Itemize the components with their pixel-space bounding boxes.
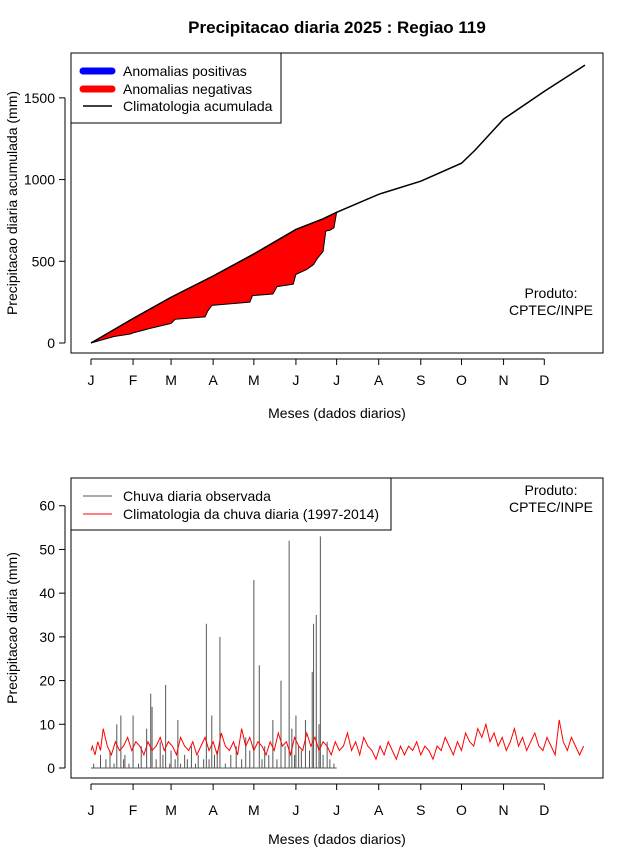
x-tick-label: O xyxy=(456,802,467,818)
climatology-daily-line xyxy=(90,719,585,761)
chart-title: Precipitacao diaria 2025 : Regiao 119 xyxy=(188,18,486,37)
y-tick-label: 30 xyxy=(39,629,55,645)
x-tick-label: J xyxy=(88,802,95,818)
y-tick-label: 1500 xyxy=(24,90,55,106)
x-tick-label: N xyxy=(499,802,509,818)
product-annotation: CPTEC/INPE xyxy=(509,499,593,515)
x-tick-label: F xyxy=(129,802,138,818)
x-tick-label: J xyxy=(333,372,340,388)
x-tick-label: D xyxy=(539,802,549,818)
x-tick-label: A xyxy=(208,372,218,388)
x-tick-label: A xyxy=(208,802,218,818)
x-tick-label: M xyxy=(248,372,260,388)
x-axis-label: Meses (dados diarios) xyxy=(268,405,406,421)
x-tick-label: M xyxy=(248,802,260,818)
y-tick-label: 60 xyxy=(39,498,55,514)
legend-label: Chuva diaria observada xyxy=(123,488,271,504)
cumulative-precipitation-chart: 0 500 1000 1500 J F M A M J J A S O N D Meses (dados dia… xyxy=(4,52,604,421)
daily-precipitation-chart: 0 10 20 30 40 50 60 J F M A M J J A S O N D Meses (dados di… xyxy=(4,477,604,847)
x-tick-label: O xyxy=(456,372,467,388)
y-axis-label: Precipitacao diaria (mm) xyxy=(4,552,20,704)
x-tick-label: M xyxy=(165,372,177,388)
x-tick-label: J xyxy=(292,802,299,818)
legend-label: Anomalias negativas xyxy=(123,81,252,97)
plot-frame xyxy=(70,52,604,354)
x-tick-label: N xyxy=(499,372,509,388)
x-axis-label: Meses (dados diarios) xyxy=(268,831,406,847)
product-annotation: Produto: xyxy=(525,285,578,301)
x-tick-label: M xyxy=(165,802,177,818)
y-tick-label: 40 xyxy=(39,585,55,601)
x-tick-label: J xyxy=(333,802,340,818)
legend-label: Climatologia acumulada xyxy=(123,98,273,114)
product-annotation: CPTEC/INPE xyxy=(509,302,593,318)
x-tick-label: J xyxy=(88,372,95,388)
legend-box xyxy=(70,477,392,531)
y-axis-label: Precipitacao diaria acumulada (mm) xyxy=(4,91,20,315)
product-annotation: Produto: xyxy=(525,482,578,498)
y-tick-label: 1000 xyxy=(24,172,55,188)
x-tick-label: D xyxy=(539,372,549,388)
legend-label: Anomalias positivas xyxy=(123,63,247,79)
x-tick-label: A xyxy=(374,802,384,818)
climatology-line xyxy=(90,64,586,344)
y-tick-label: 50 xyxy=(39,541,55,557)
y-tick-label: 0 xyxy=(47,760,55,776)
x-tick-label: S xyxy=(416,372,425,388)
x-tick-label: S xyxy=(416,802,425,818)
y-tick-label: 0 xyxy=(47,335,55,351)
y-tick-label: 10 xyxy=(39,716,55,732)
y-tick-label: 20 xyxy=(39,673,55,689)
x-tick-label: A xyxy=(374,372,384,388)
x-tick-label: F xyxy=(129,372,138,388)
y-tick-label: 500 xyxy=(32,253,56,269)
legend-label: Climatologia da chuva diaria (1997-2014) xyxy=(123,506,379,522)
negative-anomaly-area xyxy=(90,211,338,344)
x-tick-label: J xyxy=(292,372,299,388)
